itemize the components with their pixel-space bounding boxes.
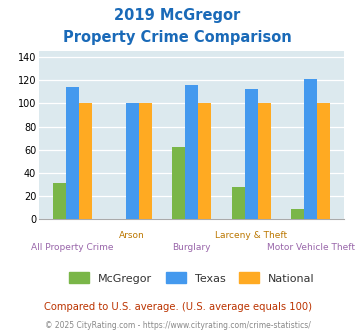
Text: Motor Vehicle Theft: Motor Vehicle Theft [267, 243, 355, 252]
Bar [79, 103, 92, 219]
Bar [304, 79, 317, 219]
Bar [245, 89, 258, 219]
Bar [258, 103, 271, 219]
Text: Compared to U.S. average. (U.S. average equals 100): Compared to U.S. average. (U.S. average … [44, 302, 311, 312]
Bar [291, 209, 304, 219]
Text: Property Crime Comparison: Property Crime Comparison [63, 30, 292, 45]
Legend: McGregor, Texas, National: McGregor, Texas, National [65, 268, 318, 288]
Text: 2019 McGregor: 2019 McGregor [114, 8, 241, 23]
Text: All Property Crime: All Property Crime [31, 243, 114, 252]
Bar [317, 103, 331, 219]
Bar [66, 87, 79, 219]
Bar [198, 103, 211, 219]
Bar [139, 103, 152, 219]
Bar [53, 183, 66, 219]
Bar [231, 187, 245, 219]
Text: © 2025 CityRating.com - https://www.cityrating.com/crime-statistics/: © 2025 CityRating.com - https://www.city… [45, 321, 310, 330]
Bar [185, 85, 198, 219]
Bar [172, 148, 185, 219]
Text: Arson: Arson [119, 231, 145, 240]
Bar [126, 103, 139, 219]
Text: Larceny & Theft: Larceny & Theft [215, 231, 287, 240]
Text: Burglary: Burglary [173, 243, 211, 252]
